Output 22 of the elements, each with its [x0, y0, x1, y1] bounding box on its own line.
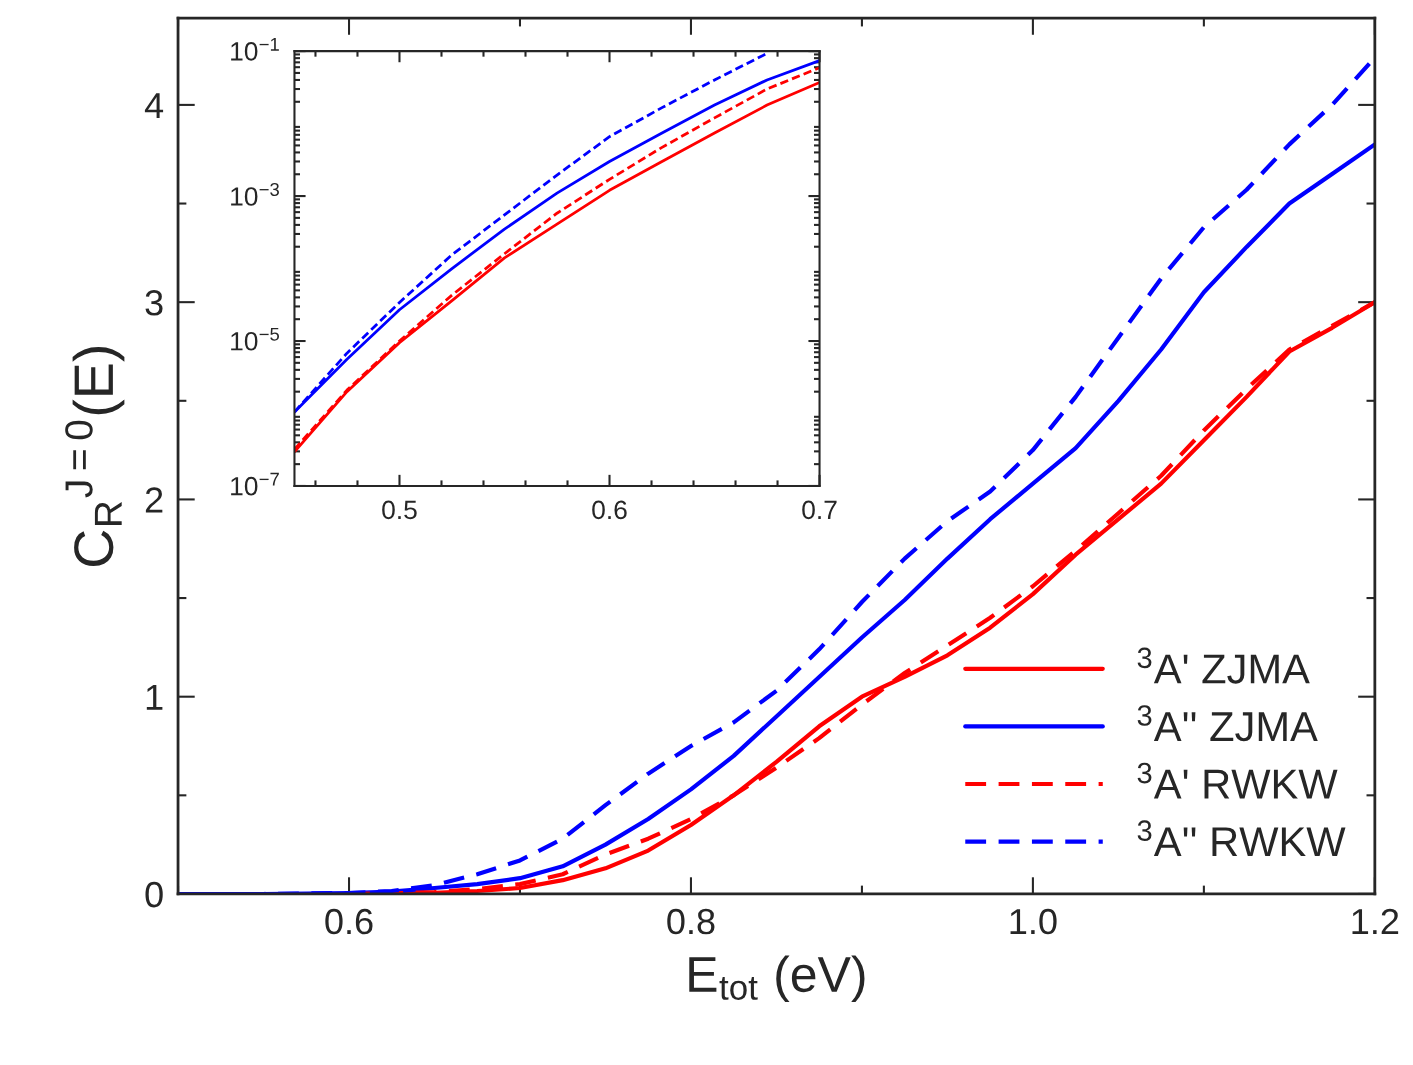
x-tick-label: 0.8 — [667, 908, 715, 935]
y-tick-label: 4 — [144, 93, 164, 118]
y-tick-label: 10$^{−1}$ — [231, 37, 279, 61]
y-tick-label: 10$^{−5}$ — [231, 327, 279, 351]
x-tick-label: 1.2 — [1352, 908, 1399, 935]
x-tick-label: 0.7 — [802, 500, 837, 520]
x-tick-label: 1.0 — [1010, 908, 1057, 935]
legend-label: $^{3}$A'' RWKW — [1137, 820, 1346, 857]
legend-label: $^{3}$A' RWKW — [1137, 762, 1338, 799]
legend-label: $^{3}$A' ZJMA — [1137, 647, 1310, 684]
legend-label: $^{3}$A'' ZJMA — [1137, 705, 1318, 742]
y-tick-label: 10$^{−3}$ — [231, 182, 279, 206]
y-tick-label: 1 — [146, 684, 163, 710]
x-tick-label: 0.6 — [325, 908, 373, 935]
y-axis-title: C$_{R}$$^{J=0}$(E) — [65, 347, 125, 566]
x-axis-title: E$_{tot}$ (eV) — [689, 955, 865, 1002]
y-tick-label: 3 — [145, 290, 163, 316]
y-tick-label: 0 — [145, 881, 163, 908]
y-tick-label: 2 — [145, 487, 163, 513]
x-tick-label: 0.5 — [382, 500, 417, 520]
y-tick-label: 10$^{−7}$ — [231, 472, 279, 496]
x-tick-label: 0.6 — [592, 500, 627, 520]
